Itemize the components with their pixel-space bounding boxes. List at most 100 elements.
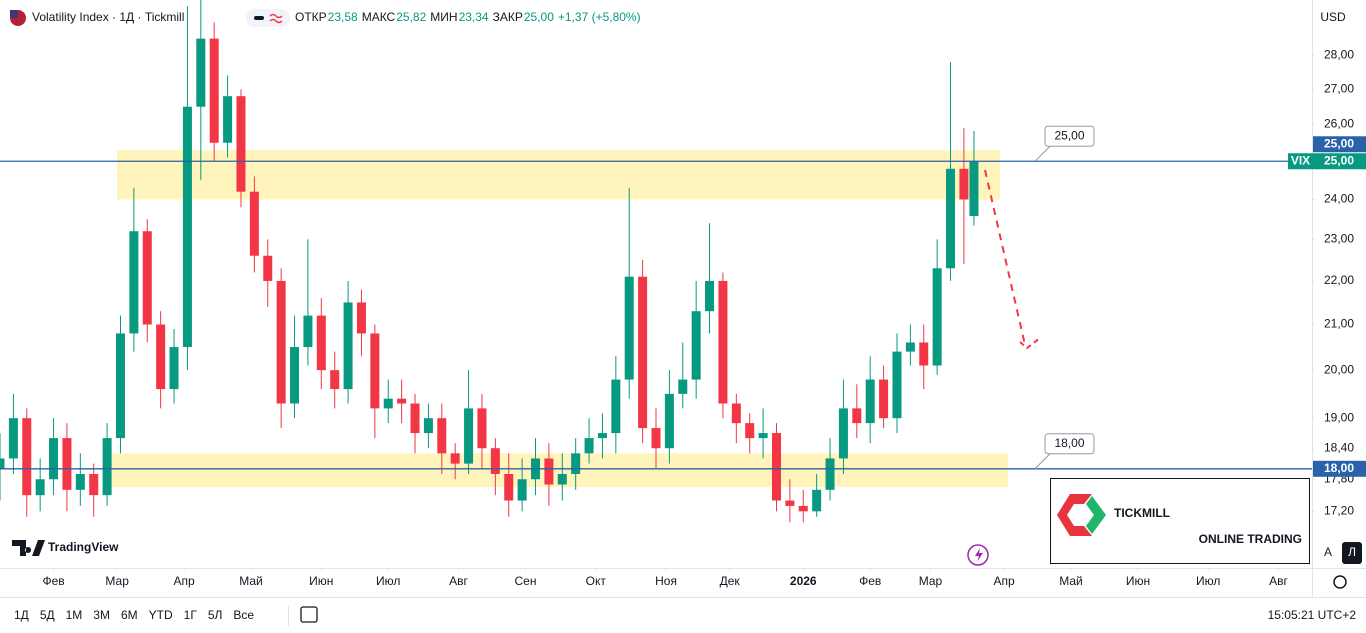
candle-body xyxy=(638,276,648,429)
x-tick-label: Июн xyxy=(1126,574,1150,588)
x-tick-label: Апр xyxy=(173,574,195,588)
callout-box xyxy=(1044,433,1095,455)
x-tick-label: Май xyxy=(1059,574,1083,588)
range-button[interactable]: 3M xyxy=(93,608,110,622)
ohlc-name: МАКС xyxy=(362,10,396,24)
range-button[interactable]: YTD xyxy=(149,608,173,622)
candle-body xyxy=(303,315,313,348)
range-button[interactable]: 1M xyxy=(66,608,83,622)
ohlc-value: 23,34 xyxy=(459,10,489,24)
auto-scale-button[interactable]: A xyxy=(1324,545,1332,559)
x-tick-label: Июл xyxy=(376,574,400,588)
callout-pointer xyxy=(1034,453,1051,470)
candle-body xyxy=(142,231,152,325)
candle-body xyxy=(383,398,393,409)
candle-body xyxy=(410,403,420,434)
y-tick-label: 20,00 xyxy=(1324,362,1354,376)
range-button[interactable]: 1Д xyxy=(14,608,29,622)
tradingview-icon xyxy=(12,540,45,556)
candle-body xyxy=(182,106,192,348)
candle-body xyxy=(919,342,929,366)
candle-body xyxy=(62,438,72,490)
candle-body xyxy=(156,324,166,390)
range-button[interactable]: 5Д xyxy=(40,608,55,622)
range-button[interactable]: 5Л xyxy=(208,608,223,622)
candle-body xyxy=(852,408,862,424)
symbol-badge xyxy=(1288,153,1313,170)
x-tick-label: Фев xyxy=(859,574,881,588)
candle-body xyxy=(437,418,447,454)
candle-body xyxy=(959,168,969,200)
price-badge xyxy=(1313,153,1366,170)
toolbar: 15:05:21 UTC+2 1Д 5Д 1M 3M 6M YTD 1Г 5Л Все xyxy=(14,606,1356,626)
candle-body xyxy=(115,333,125,439)
candle-body xyxy=(812,489,822,512)
candle-body xyxy=(504,474,514,501)
currency-button[interactable]: USD xyxy=(1320,10,1346,24)
x-tick-label: Мар xyxy=(919,574,943,588)
clock: 15:05:21 UTC+2 xyxy=(1268,608,1357,622)
candle-body xyxy=(209,38,219,143)
candle-body xyxy=(89,474,99,496)
chart-title: Volatility Index · 1Д · Tickmill xyxy=(32,10,184,24)
candle-body xyxy=(397,398,407,404)
y-tick-label: 24,00 xyxy=(1324,192,1354,206)
candle-body xyxy=(798,505,808,512)
callout-label: 18,00 xyxy=(1054,436,1084,450)
candle-body xyxy=(343,302,353,390)
log-scale-button[interactable]: Л xyxy=(1348,545,1356,559)
candle-body xyxy=(249,191,259,256)
tickmill-icon xyxy=(1057,494,1092,536)
callout-pointer xyxy=(1034,145,1051,162)
date-range-button[interactable] xyxy=(300,606,318,623)
candle-body xyxy=(664,393,674,449)
ohlc-name: ЗАКР xyxy=(493,10,523,24)
y-tick-label: 19,00 xyxy=(1324,410,1354,424)
candle-body xyxy=(196,38,206,107)
y-tick-label: 26,00 xyxy=(1324,117,1354,131)
status-pill[interactable] xyxy=(246,9,290,27)
status-icon xyxy=(269,13,283,24)
candle-body xyxy=(129,231,139,334)
settings-button[interactable] xyxy=(1333,575,1347,589)
candle-body xyxy=(356,302,366,334)
candle-body xyxy=(932,268,942,366)
range-button[interactable]: 1Г xyxy=(184,608,198,622)
candle-body xyxy=(557,474,567,485)
candle-body xyxy=(316,315,326,371)
x-tick-label: 2026 xyxy=(790,574,817,588)
y-tick-label: 17,20 xyxy=(1324,504,1354,518)
level-badge xyxy=(1313,136,1366,153)
candle-body xyxy=(584,438,594,454)
range-button[interactable]: 6M xyxy=(121,608,138,622)
candle-body xyxy=(423,418,433,434)
x-tick-label: Июн xyxy=(309,574,333,588)
lightning-icon xyxy=(975,548,983,562)
y-tick-label: 28,00 xyxy=(1324,47,1354,61)
x-tick-label: Сен xyxy=(514,574,536,588)
candle-body xyxy=(691,311,701,380)
x-tick-label: Июл xyxy=(1196,574,1220,588)
range-button[interactable]: Все xyxy=(233,608,254,622)
ohlc-change: +1,37 (+5,80%) xyxy=(558,10,641,24)
candle-body xyxy=(450,453,460,464)
candle-body xyxy=(35,479,45,496)
candle-body xyxy=(865,379,875,424)
axes: 28,00 27,00 26,00 24,00 23,00 22,00 21,00 20,00… xyxy=(42,47,1366,588)
flag-canton xyxy=(10,10,18,18)
candle-body xyxy=(169,347,179,390)
status-icon xyxy=(254,16,264,20)
candle-body xyxy=(236,96,246,192)
price-badge-label: 25,00 xyxy=(1324,153,1354,167)
y-tick-label: 21,00 xyxy=(1324,317,1354,331)
candle-body xyxy=(731,403,741,424)
tradingview-text: TradingView xyxy=(48,540,119,554)
log-scale-button-bg[interactable] xyxy=(1342,542,1362,564)
x-tick-label: Апр xyxy=(993,574,1015,588)
lightning-button[interactable] xyxy=(967,544,989,566)
callout-label: 25,00 xyxy=(1054,128,1084,142)
candle-body xyxy=(370,333,380,409)
ohlc-legend: ОТКР 23,58 МАКС 25,82 МИН 23,34 ЗАКР 25,00 +1,37… xyxy=(295,10,641,24)
candle-body xyxy=(223,96,233,143)
candle-body xyxy=(825,458,835,490)
